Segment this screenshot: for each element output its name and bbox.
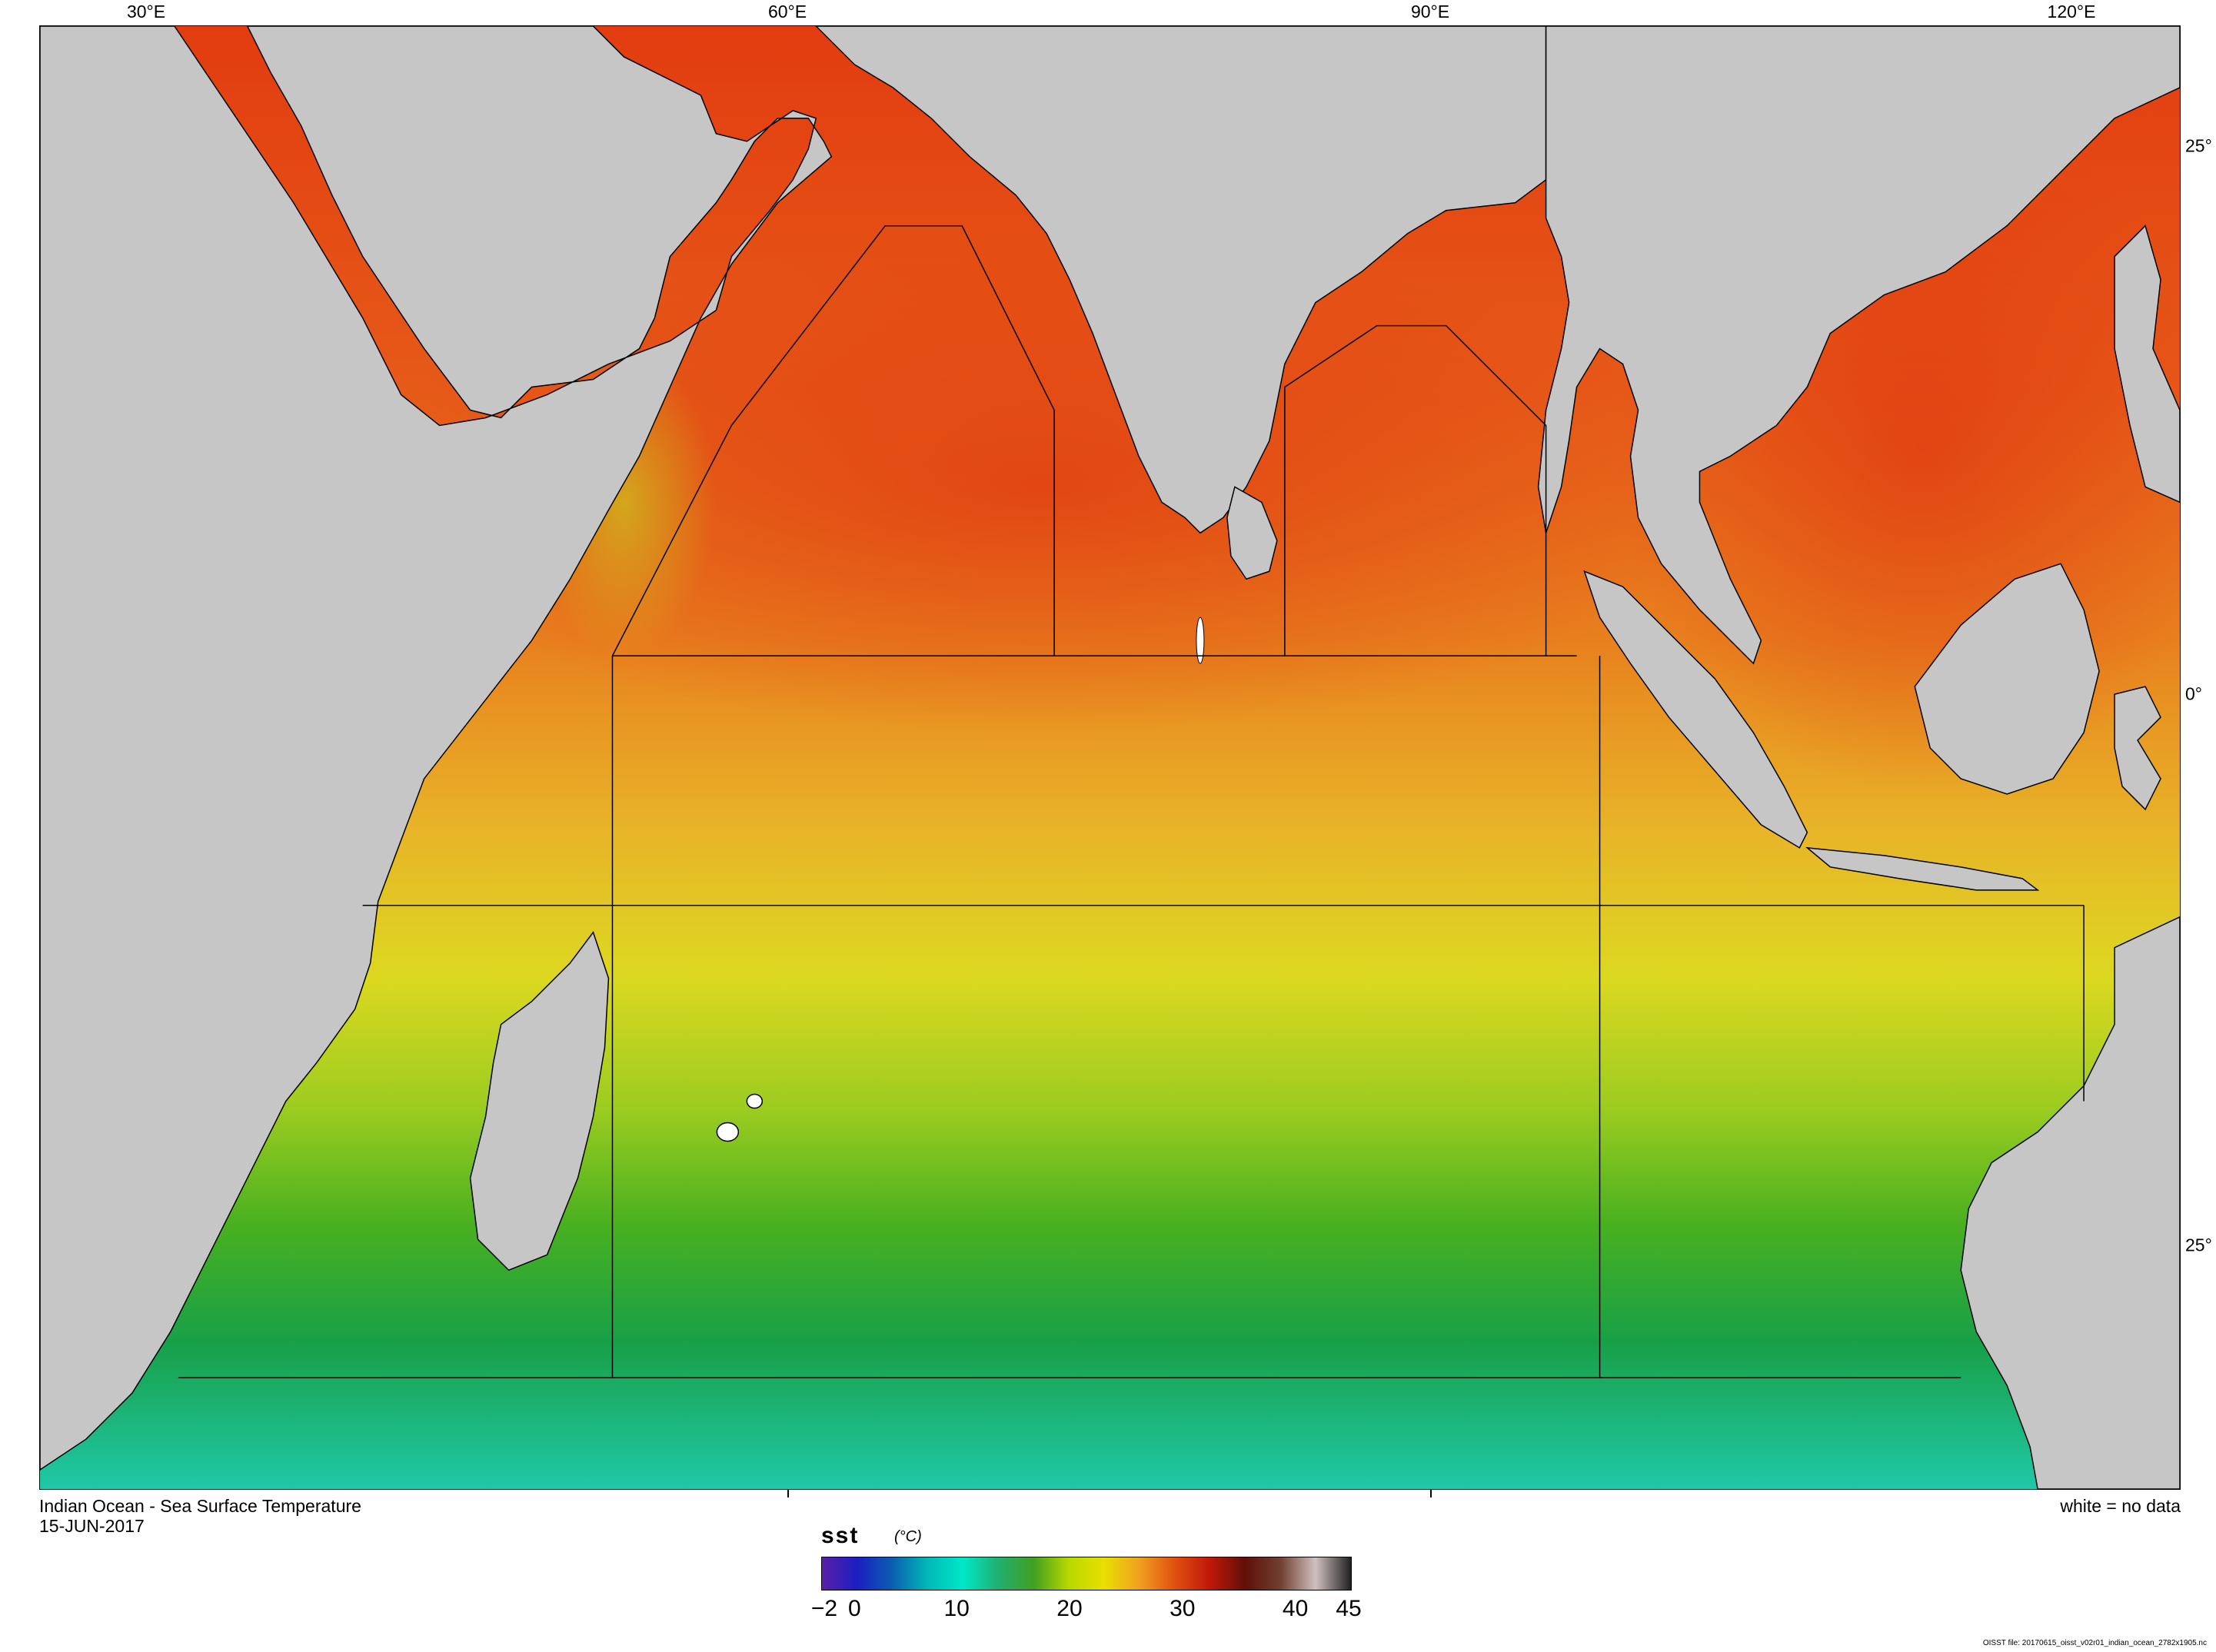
colorbar-tick-label: 0 bbox=[848, 1596, 861, 1621]
reunion-island bbox=[716, 1122, 740, 1142]
tick-mark-90e-bottom bbox=[1430, 1490, 1432, 1497]
sst-map-canvas bbox=[40, 26, 2180, 1489]
mauritius-island bbox=[746, 1093, 764, 1109]
region-boundaries bbox=[178, 224, 2085, 1378]
africa-arabia-land bbox=[40, 26, 833, 1471]
longitude-label-90e: 90°E bbox=[1410, 2, 1450, 22]
map-caption: Indian Ocean - Sea Surface Temperature 1… bbox=[39, 1496, 361, 1536]
colorbar-variable: sst bbox=[821, 1523, 860, 1548]
philippines-land bbox=[2114, 224, 2180, 504]
madagascar-land bbox=[469, 931, 610, 1271]
latitude-label-0: 0° bbox=[2185, 683, 2202, 704]
tick-mark-60e-bottom bbox=[787, 1490, 789, 1497]
map-title: Indian Ocean - Sea Surface Temperature bbox=[39, 1496, 361, 1516]
southeast-asia-land bbox=[1537, 26, 2180, 665]
sumatra-land bbox=[1583, 570, 1808, 849]
file-note: OISST file: 20170615_oisst_v02r01_indian… bbox=[1982, 1639, 2207, 1647]
sulawesi-land bbox=[2114, 686, 2161, 811]
longitude-label-120e: 120°E bbox=[2047, 2, 2096, 22]
india-land bbox=[815, 26, 1547, 534]
maldives-islands bbox=[1196, 617, 1205, 664]
colorbar-tick-label: 20 bbox=[1056, 1596, 1083, 1621]
colorbar-tick-label: 10 bbox=[943, 1596, 970, 1621]
longitude-label-30e: 30°E bbox=[126, 2, 166, 22]
colorbar-tick-label: 40 bbox=[1282, 1596, 1309, 1621]
sst-map bbox=[39, 25, 2181, 1490]
borneo-land bbox=[1914, 563, 2100, 795]
map-date: 15-JUN-2017 bbox=[39, 1516, 145, 1536]
boundary-bay-of-bengal bbox=[1284, 324, 1547, 656]
no-data-note: white = no data bbox=[2060, 1496, 2181, 1516]
colorbar-tick-label: 45 bbox=[1336, 1596, 1362, 1621]
colorbar-tick-label: 30 bbox=[1170, 1596, 1196, 1621]
latitude-label-25n: 25° bbox=[2185, 135, 2212, 156]
colorbar bbox=[821, 1557, 1352, 1591]
colorbar-units: (°C) bbox=[894, 1528, 922, 1545]
warm-pool-north-indian bbox=[347, 241, 1731, 733]
australia-land bbox=[1960, 916, 2180, 1489]
sri-lanka-land bbox=[1226, 486, 1278, 580]
java-land bbox=[1805, 846, 2040, 891]
boundary-arabian-sea bbox=[611, 224, 1055, 656]
longitude-label-60e: 60°E bbox=[767, 2, 807, 22]
colorbar-tick-label: −2 bbox=[810, 1596, 838, 1621]
latitude-label-25s: 25° bbox=[2185, 1235, 2212, 1255]
